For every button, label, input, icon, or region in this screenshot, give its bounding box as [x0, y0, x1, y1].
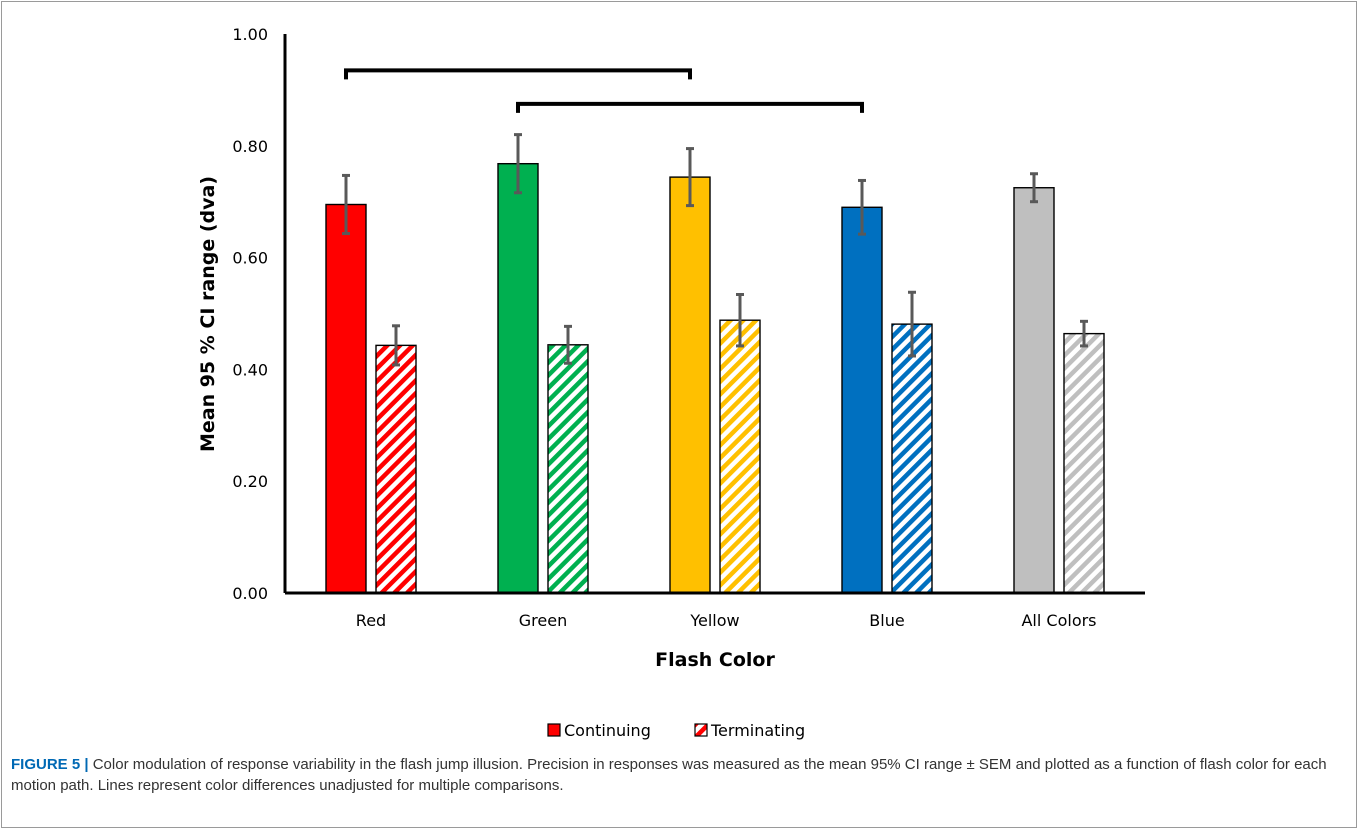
bar — [1063, 332, 1105, 594]
bar — [1013, 187, 1055, 594]
caption-label: FIGURE 5 | — [11, 756, 89, 773]
legend-label: Continuing — [564, 721, 651, 740]
y-tick-label: 0.60 — [232, 249, 268, 268]
axes — [283, 34, 1145, 595]
y-tick-label: 0.20 — [232, 472, 268, 491]
category-label: Yellow — [689, 611, 739, 630]
category-labels: Red Green Yellow Blue All Colors — [356, 611, 1097, 630]
y-tick-label: 0.40 — [232, 360, 268, 379]
legend: Continuing Terminating — [547, 721, 805, 740]
bar — [719, 319, 761, 594]
bar — [841, 206, 883, 594]
bar — [497, 162, 539, 594]
significance-brackets — [344, 68, 864, 113]
y-tick-label: 1.00 — [232, 25, 268, 44]
error-bars — [342, 133, 1088, 367]
legend-swatch — [547, 723, 561, 737]
bar-chart: 0.00 0.20 0.40 0.60 0.80 1.00 Red Green Yellow B… — [197, 25, 1145, 740]
category-label: Green — [519, 611, 567, 630]
bar — [547, 344, 589, 594]
category-label: Blue — [869, 611, 904, 630]
significance-bracket — [344, 68, 692, 80]
y-tick-label: 0.00 — [232, 584, 268, 603]
category-label: Red — [356, 611, 386, 630]
y-tick-label: 0.80 — [232, 137, 268, 156]
bar — [891, 323, 933, 594]
caption-text: Color modulation of response variability… — [11, 756, 1327, 794]
figure-caption: FIGURE 5 | Color modulation of response … — [11, 754, 1349, 796]
legend-swatch — [694, 723, 708, 737]
y-axis-title: Mean 95 % CI range (dva) — [197, 176, 219, 452]
category-label: All Colors — [1021, 611, 1096, 630]
bar — [669, 176, 711, 594]
bars — [325, 162, 1105, 594]
legend-label: Terminating — [710, 721, 805, 740]
x-axis-title: Flash Color — [655, 649, 775, 671]
bar — [325, 203, 367, 594]
y-tick-labels: 0.00 0.20 0.40 0.60 0.80 1.00 — [232, 25, 268, 603]
bar — [375, 344, 417, 594]
significance-bracket — [516, 101, 864, 113]
